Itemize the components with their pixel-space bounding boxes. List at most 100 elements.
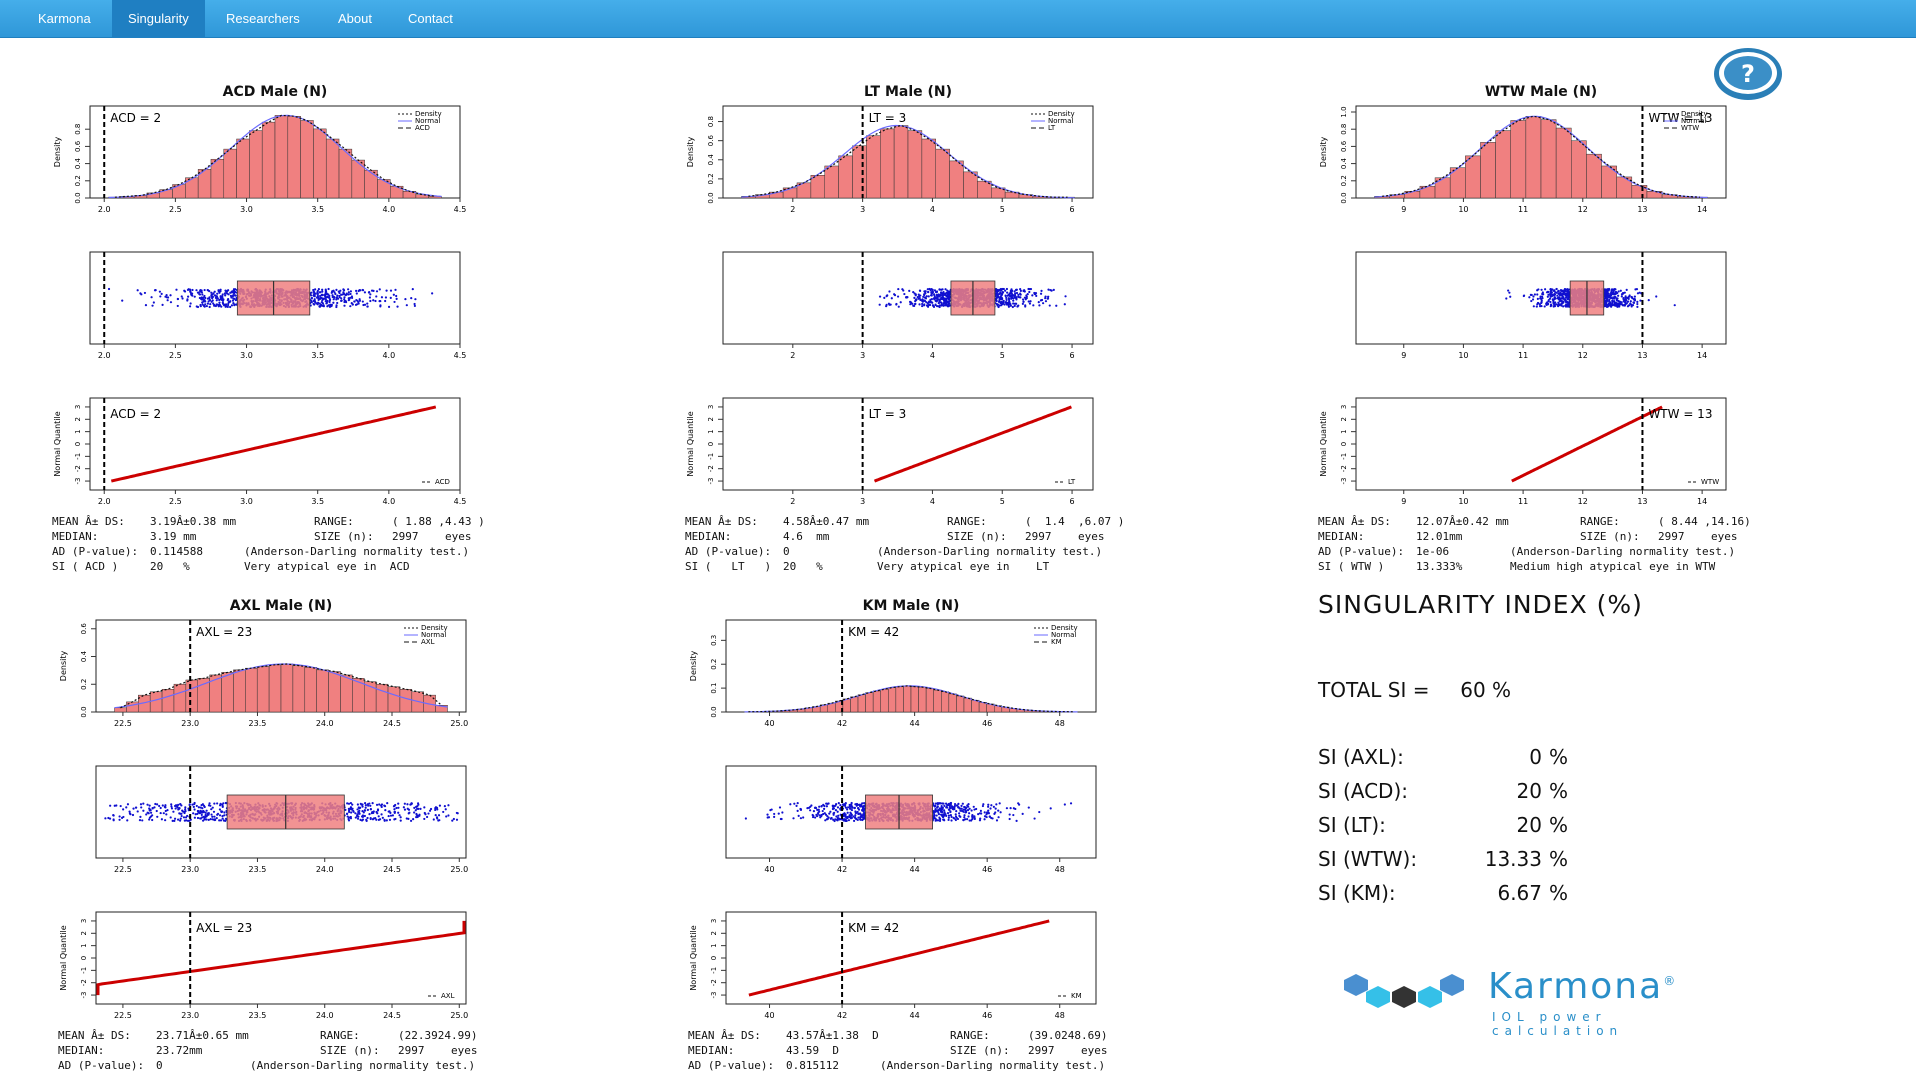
- data-point: [850, 801, 853, 805]
- y-tick-label: 0.8: [74, 124, 82, 135]
- histogram-bar: [903, 685, 912, 713]
- data-point: [1000, 301, 1003, 304]
- help-button[interactable]: ?: [1712, 46, 1784, 102]
- data-point: [941, 802, 944, 805]
- x-tick-label: 4.5: [454, 497, 467, 506]
- x-tick-label: 12: [1578, 205, 1588, 214]
- data-point: [206, 302, 209, 305]
- data-point: [933, 289, 937, 292]
- data-point: [1617, 294, 1620, 297]
- data-point: [1010, 296, 1014, 299]
- data-point: [404, 298, 407, 301]
- data-point: [230, 304, 234, 307]
- data-point: [987, 809, 990, 812]
- data-point: [219, 290, 222, 293]
- data-point: [371, 818, 375, 821]
- data-point: [349, 296, 352, 299]
- data-point: [222, 802, 225, 805]
- data-point: [315, 296, 319, 299]
- data-point: [1017, 293, 1020, 296]
- data-point: [142, 809, 145, 812]
- y-tick-label: 0.4: [707, 154, 715, 166]
- nav-contact[interactable]: Contact: [408, 11, 453, 26]
- data-point: [933, 814, 936, 817]
- data-point: [890, 297, 893, 300]
- data-point: [389, 289, 393, 292]
- data-point: [1014, 296, 1018, 299]
- nav-singularity[interactable]: Singularity: [112, 0, 205, 38]
- data-point: [435, 806, 439, 809]
- data-point: [201, 807, 204, 810]
- stats-cell: SIZE (n):: [314, 530, 374, 543]
- data-point: [925, 301, 928, 304]
- data-point: [1609, 294, 1613, 297]
- data-point: [825, 805, 828, 808]
- data-point: [349, 290, 353, 293]
- data-point: [205, 809, 208, 812]
- legend-label: Normal: [415, 117, 440, 125]
- histogram-panel: KM = 42 Density Normal KM 0.0 0.1 0.2 0.3 Densit…: [689, 619, 1097, 740]
- data-point: [218, 808, 222, 811]
- data-point: [1625, 288, 1628, 291]
- data-point: [235, 303, 238, 306]
- data-point: [796, 802, 799, 805]
- data-point: [830, 817, 833, 820]
- data-point: [918, 289, 922, 292]
- x-tick-label: 23.0: [181, 1011, 199, 1020]
- data-point: [1001, 287, 1004, 291]
- data-point: [416, 802, 420, 805]
- data-point: [929, 294, 933, 297]
- data-point: [166, 299, 169, 302]
- histogram-panel: AXL = 23 Density Normal AXL 0.0 0.2 0.4 0.6 Dens…: [59, 619, 468, 740]
- data-point: [180, 814, 183, 818]
- x-tick-label: 25.0: [450, 865, 468, 874]
- data-point: [234, 294, 237, 297]
- data-point: [1606, 291, 1609, 294]
- data-point: [198, 296, 201, 300]
- nav-about[interactable]: About: [338, 11, 372, 26]
- data-point: [744, 817, 747, 820]
- nav-karmona[interactable]: Karmona: [38, 11, 91, 26]
- data-point: [336, 301, 339, 305]
- data-point: [1010, 292, 1013, 295]
- data-point: [363, 303, 367, 306]
- data-point: [818, 805, 821, 808]
- plot-title: LT Male (N): [863, 84, 953, 100]
- y-tick-label: 0.4: [1340, 157, 1348, 169]
- data-point: [143, 291, 147, 295]
- data-point: [443, 804, 446, 808]
- y-tick-label: 0.2: [707, 173, 715, 184]
- data-point: [371, 802, 374, 805]
- data-point: [936, 305, 939, 308]
- data-point: [831, 807, 835, 811]
- data-point: [925, 295, 928, 298]
- data-point: [324, 298, 328, 301]
- data-point: [822, 803, 825, 806]
- nav-researchers[interactable]: Researchers: [226, 11, 300, 26]
- stats-cell: RANGE:: [314, 515, 354, 528]
- stats-cell: Very atypical eye in LT: [877, 560, 1050, 573]
- data-point: [906, 295, 909, 299]
- data-point: [939, 301, 942, 304]
- data-point: [839, 803, 842, 807]
- y-tick-label: -3: [707, 478, 715, 485]
- y-tick-label: -1: [80, 967, 88, 974]
- data-point: [936, 297, 939, 300]
- data-point: [940, 296, 943, 299]
- histogram-bar: [280, 663, 294, 713]
- data-point: [146, 803, 149, 806]
- data-point: [899, 301, 902, 304]
- data-point: [447, 814, 450, 817]
- data-point: [204, 811, 207, 814]
- data-point: [363, 809, 366, 812]
- data-point: [372, 810, 375, 813]
- histogram-bar: [261, 121, 276, 199]
- data-point: [1019, 289, 1022, 292]
- data-point: [438, 804, 442, 807]
- data-point: [947, 816, 950, 819]
- plot-title: WTW Male (N): [1484, 84, 1598, 100]
- data-point: [994, 807, 997, 810]
- data-point: [1563, 291, 1566, 294]
- data-point: [930, 298, 933, 301]
- plot-column-lt: LT Male (N) LT = 3 Density Normal LT 0.0 0.2 0.…: [683, 82, 1163, 582]
